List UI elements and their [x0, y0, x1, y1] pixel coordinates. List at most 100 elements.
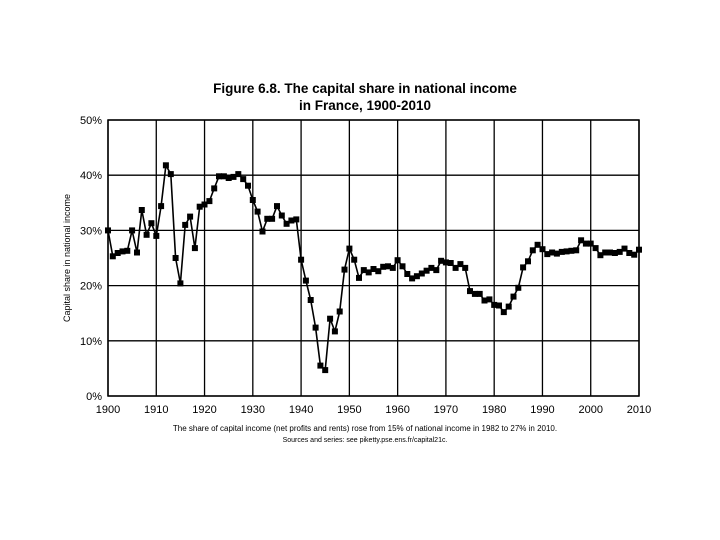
data-point — [389, 264, 396, 271]
data-point — [114, 250, 121, 256]
data-point — [578, 237, 585, 244]
plot-frame — [107, 119, 640, 397]
data-point — [467, 288, 473, 295]
series-capital-share — [105, 162, 642, 374]
data-point — [153, 232, 160, 239]
data-point — [302, 277, 309, 284]
data-point — [631, 251, 638, 258]
data-point — [525, 258, 531, 265]
y-axis-label: Capital share in national income — [62, 194, 72, 322]
data-point — [327, 315, 334, 322]
x-tick-label: 1920 — [192, 404, 216, 416]
data-point — [351, 256, 358, 263]
data-point — [428, 264, 435, 271]
chart-title-line2: in France, 1900-2010 — [299, 98, 431, 113]
data-point — [211, 185, 218, 192]
data-point — [293, 216, 300, 223]
y-tick-label: 50% — [80, 115, 102, 127]
x-tick-label: 1930 — [241, 404, 265, 416]
x-tick-label: 1990 — [530, 404, 554, 416]
grid — [107, 119, 640, 397]
data-point — [626, 250, 633, 256]
y-tick-label: 20% — [80, 281, 102, 293]
data-point — [413, 273, 420, 280]
data-point — [206, 198, 213, 205]
data-point — [346, 245, 353, 252]
data-point — [264, 215, 271, 222]
data-point — [375, 268, 382, 275]
y-axis-ticks: 0% 10% 20% 30% 40% 50% — [80, 115, 102, 403]
data-point — [177, 280, 184, 287]
x-tick-label: 2010 — [627, 404, 651, 416]
data-point — [312, 324, 319, 331]
data-point — [235, 171, 242, 178]
data-point — [341, 266, 348, 273]
data-point — [322, 367, 329, 374]
data-point — [611, 250, 618, 256]
data-point — [399, 263, 406, 270]
data-point — [220, 173, 227, 180]
data-point — [274, 203, 280, 210]
data-point — [621, 245, 628, 252]
x-tick-label: 1980 — [482, 404, 506, 416]
data-point — [365, 269, 372, 276]
data-point — [225, 175, 232, 181]
data-point — [380, 263, 387, 270]
data-point — [278, 212, 285, 219]
data-point — [216, 173, 222, 180]
x-tick-label: 1960 — [385, 404, 409, 416]
data-point — [568, 247, 575, 254]
data-point — [505, 303, 512, 310]
data-point — [182, 221, 189, 228]
data-point — [331, 328, 338, 335]
data-point — [240, 176, 247, 183]
data-point — [544, 251, 551, 258]
data-point — [573, 247, 580, 254]
data-point — [452, 264, 459, 271]
y-tick-label: 40% — [80, 170, 102, 182]
data-point — [356, 274, 362, 281]
data-point — [515, 284, 522, 291]
data-point — [442, 259, 449, 266]
data-point — [592, 245, 599, 252]
data-point — [119, 248, 126, 255]
data-point — [510, 293, 517, 300]
data-point — [636, 246, 642, 253]
data-point — [288, 217, 295, 224]
data-point — [336, 308, 343, 315]
data-point — [587, 240, 594, 247]
data-point — [196, 203, 203, 210]
data-point — [423, 267, 430, 274]
data-point — [201, 201, 208, 208]
data-point — [143, 231, 150, 238]
data-point — [607, 249, 613, 256]
y-tick-label: 0% — [86, 391, 102, 403]
data-point — [404, 271, 411, 277]
data-point — [491, 301, 498, 308]
data-point — [158, 203, 165, 210]
data-point — [616, 248, 623, 255]
x-tick-label: 1970 — [434, 404, 458, 416]
data-point — [529, 247, 536, 254]
data-point — [438, 257, 445, 264]
chart-title-line1: Figure 6.8. The capital share in nationa… — [213, 81, 517, 96]
data-point — [230, 173, 237, 180]
data-point — [486, 296, 493, 303]
data-point — [433, 267, 440, 274]
data-point — [500, 309, 507, 316]
data-point — [105, 227, 111, 234]
x-tick-label: 1940 — [289, 404, 313, 416]
data-point — [187, 213, 194, 220]
x-tick-label: 1950 — [337, 404, 361, 416]
data-point — [298, 256, 305, 263]
data-point — [476, 290, 483, 297]
chart-source: Sources and series: see piketty.pse.ens.… — [283, 437, 448, 444]
data-point — [602, 249, 609, 256]
chart-caption: The share of capital income (net profits… — [173, 424, 557, 433]
data-point — [129, 227, 136, 234]
data-point — [539, 246, 546, 253]
data-point — [254, 208, 261, 215]
data-point — [167, 171, 174, 178]
data-point — [259, 228, 266, 235]
